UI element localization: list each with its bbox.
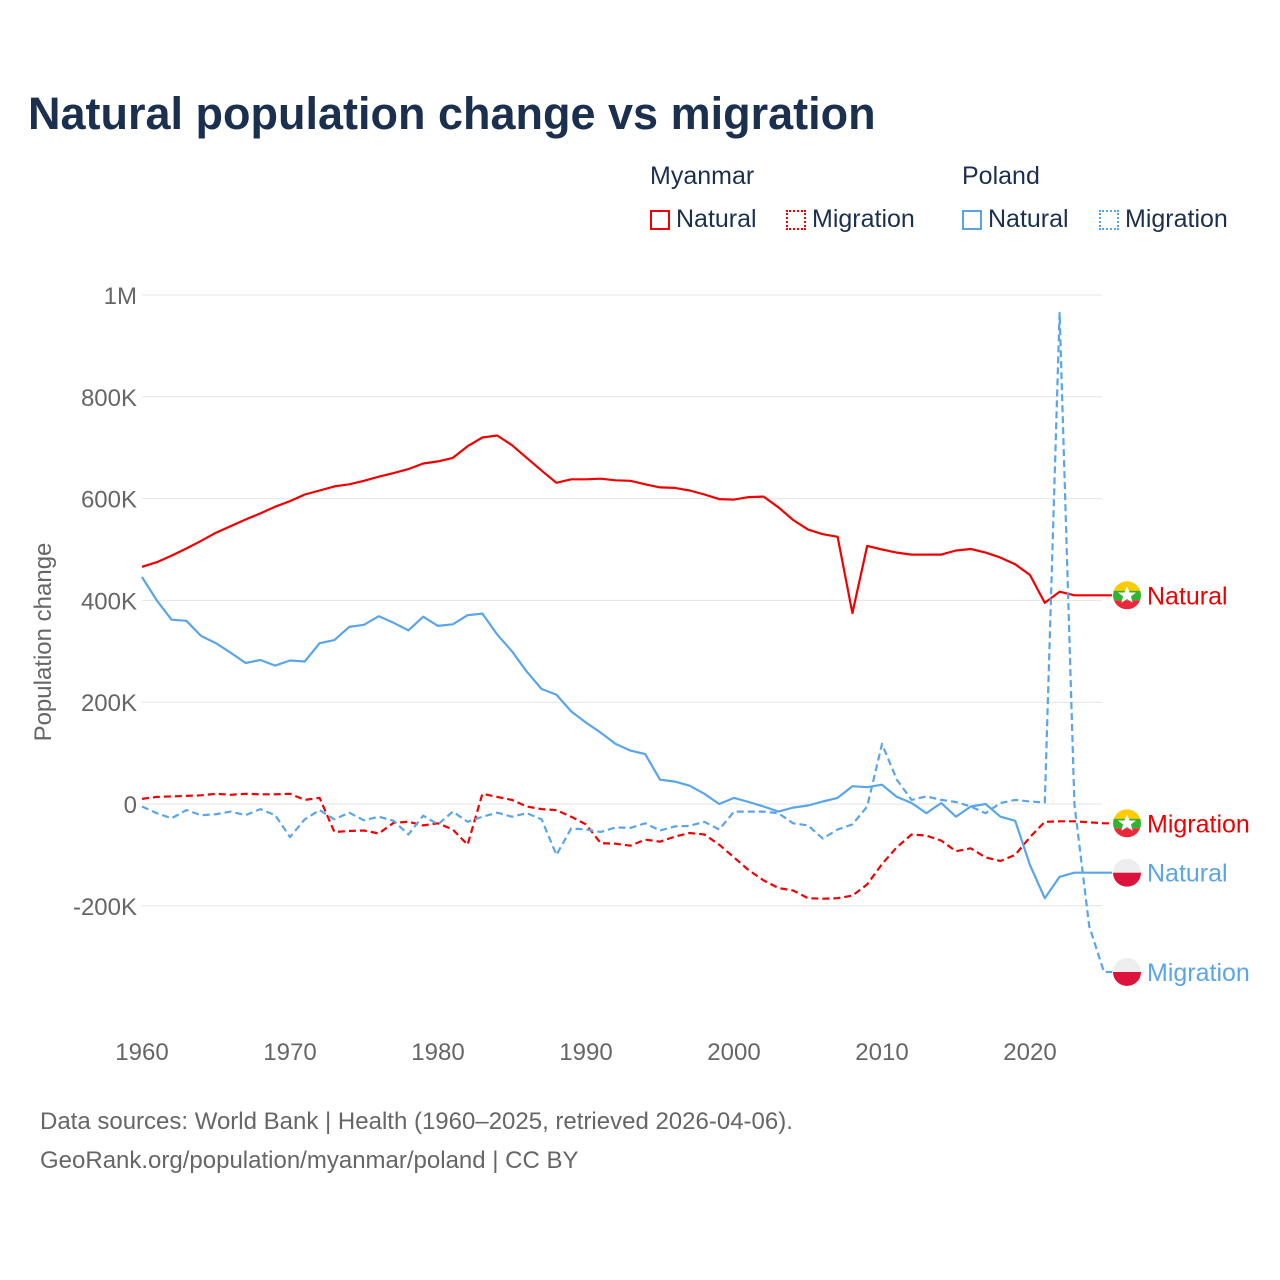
x-tick-label: 1980 (411, 1039, 464, 1066)
legend-swatch-solid (650, 209, 670, 230)
flag-body (1113, 581, 1141, 610)
series-line-poland-natural (141, 576, 1112, 900)
legend-label: Natural (988, 205, 1069, 233)
legend-label: Migration (1125, 205, 1228, 233)
y-tick-label: 1M (104, 283, 137, 310)
myanmar-flag-icon (1113, 809, 1141, 838)
legend-myanmar-natural[interactable]: Natural (650, 205, 757, 234)
star-icon (1118, 586, 1136, 603)
footer-sources: Data sources: World Bank | Health (1960–… (40, 1108, 793, 1135)
legend-group-myanmar: Myanmar (650, 162, 755, 190)
legend-poland-migration[interactable]: Migration (1099, 205, 1228, 234)
legend-swatch-dotted (1099, 209, 1119, 230)
star-icon (1118, 814, 1136, 831)
y-tick-label: 0 (124, 792, 137, 819)
x-tick-label: 2020 (1003, 1039, 1056, 1066)
myanmar-flag-icon (1113, 581, 1141, 610)
poland-flag-icon (1113, 957, 1141, 986)
legend-swatch-dotted (786, 209, 806, 230)
y-tick-label: 600K (81, 487, 137, 514)
series-line-poland-migration (141, 311, 1112, 974)
y-axis-label: Population change (30, 543, 57, 742)
flag-stripe-white (1113, 858, 1141, 873)
x-tick-label: 2000 (707, 1039, 760, 1066)
end-label: Natural (1147, 860, 1228, 888)
y-tick-label: -200K (73, 894, 137, 921)
series-line-myanmar-migration (141, 792, 1112, 900)
flag-body (1113, 858, 1141, 887)
flag-stripe-red (1113, 971, 1141, 986)
flag-stripe-white (1113, 957, 1141, 972)
x-tick-label: 1970 (263, 1039, 316, 1066)
y-tick-label: 800K (81, 385, 137, 412)
legend-label: Natural (676, 205, 757, 233)
legend-swatch-solid (962, 209, 982, 230)
chart-title: Natural population change vs migration (28, 88, 876, 139)
legend-group-poland: Poland (962, 162, 1040, 190)
footer-link[interactable]: GeoRank.org/population/myanmar/poland | … (40, 1147, 579, 1174)
x-tick-label: 1990 (559, 1039, 612, 1066)
flag-body (1113, 957, 1141, 986)
y-tick-label: 400K (81, 588, 137, 615)
x-tick-label: 1960 (115, 1039, 168, 1066)
flag-stripe-red (1113, 828, 1141, 838)
legend-myanmar-migration[interactable]: Migration (786, 205, 915, 234)
series-line-myanmar-natural (141, 434, 1112, 615)
poland-flag-icon (1113, 858, 1141, 887)
end-label: Migration (1147, 959, 1250, 987)
flag-body (1113, 809, 1141, 838)
end-label: Natural (1147, 582, 1228, 610)
y-tick-label: 200K (81, 690, 137, 717)
legend-poland-natural[interactable]: Natural (962, 205, 1069, 234)
flag-stripe-red (1113, 872, 1141, 887)
legend-label: Migration (812, 205, 915, 233)
flag-stripe-red (1113, 600, 1141, 610)
end-label: Migration (1147, 810, 1250, 838)
x-tick-label: 2010 (855, 1039, 908, 1066)
